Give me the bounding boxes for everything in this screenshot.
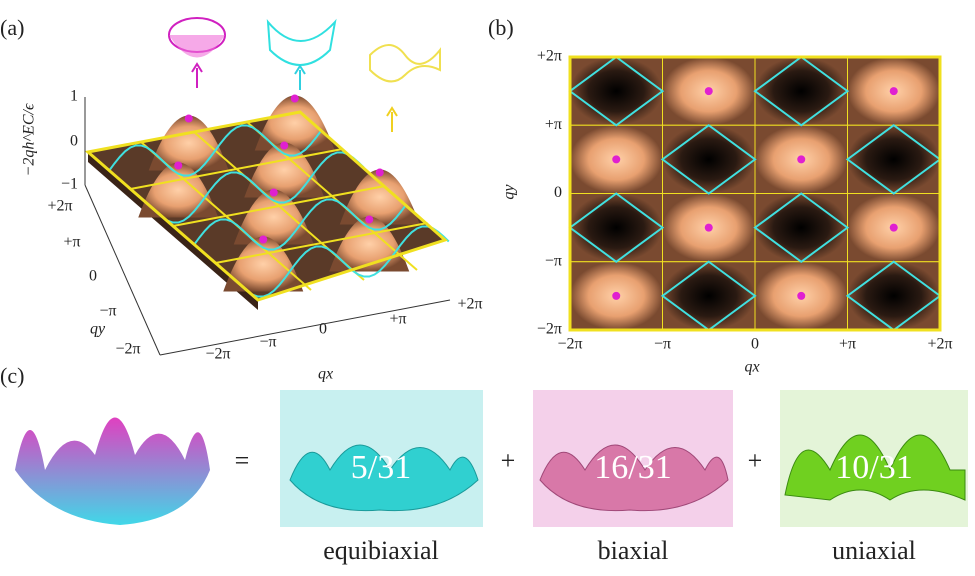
cell [847,124,941,194]
grid-line [172,185,386,227]
z-label: −2qh^EC/ϵ [21,103,38,176]
y-tick-label: 0 [89,268,97,285]
combined-surface [15,417,210,525]
x-tick-label: +2π [457,296,482,313]
cell [662,124,756,194]
y-label: qy [501,184,518,200]
peak-dot [365,215,374,224]
contour [568,192,665,263]
z-tick-label: 0 [70,133,78,150]
contour [193,198,408,251]
cell [569,56,663,126]
y-tick-label: −2π [115,341,140,358]
peak-dot [184,114,193,123]
operator: = [235,446,250,475]
peak-dot [174,161,183,170]
y-tick-label: +2π [47,198,72,215]
peak-dot [259,235,268,244]
operator: + [501,446,516,475]
peak-dot [704,87,713,96]
x-axis [159,299,451,356]
frame [568,55,942,332]
peak-dot [704,223,713,232]
x-tick-label: −π [654,336,671,353]
fraction: 10/31 [835,449,912,486]
peak-dot [612,155,621,164]
contour [236,225,450,298]
peak-dot [889,87,898,96]
x-label: qx [318,366,333,383]
panel-label: (a) [0,15,24,40]
y-tick-label: −π [545,252,562,269]
x-tick-label: 0 [751,336,759,353]
y-tick-label: +π [63,234,80,251]
contour [568,55,665,127]
y-tick-label: 0 [554,184,562,201]
peak-dot [290,94,299,103]
x-tick-label: +2π [927,336,952,353]
contour [753,55,850,127]
surface [539,444,729,512]
contour [108,124,323,177]
x-tick-label: +π [839,336,856,353]
x-tick-label: −2π [557,336,582,353]
cell [754,193,848,263]
contour [845,124,942,195]
cell [662,261,756,331]
operator: + [748,446,763,475]
bump [254,95,335,151]
peak-dot [375,168,384,177]
icons [168,17,441,132]
y-tick-label: +2π [537,48,562,65]
fraction: 5/31 [351,449,411,486]
y-label: qy [90,321,106,338]
y-tick-label: +π [545,116,562,133]
z-tick-label: −1 [61,176,78,193]
surface-3d [84,94,450,310]
peak-dot [797,291,806,300]
panel-label: (c) [0,363,24,388]
y-tick-label: −π [99,303,116,320]
surface [784,434,966,501]
y-tick-label: −2π [537,321,562,338]
peak-dot [797,155,806,164]
y-axis [84,184,161,356]
x-tick-label: −2π [205,346,230,363]
term-name: uniaxial [832,536,916,565]
peak-dot [612,291,621,300]
term-name: equibiaxial [323,536,439,565]
peak-dot [889,223,898,232]
contour [660,124,757,195]
x-tick-label: 0 [319,321,327,338]
x-tick-label: +π [389,311,406,328]
cell [754,56,848,126]
panel-label: (b) [488,15,514,40]
x-label: qx [744,359,759,376]
peak-dot [269,188,278,197]
term-name: biaxial [598,536,669,565]
cell [569,193,663,263]
surface [289,444,479,512]
grid-line [215,222,428,264]
fraction: 16/31 [594,449,671,486]
peak-dot [280,141,289,150]
heatmap [568,55,942,332]
x-tick-label: −π [259,334,276,351]
bump [339,169,420,225]
z-tick-label: 1 [70,88,78,105]
bump [148,115,229,171]
cell [847,261,941,331]
contour [151,151,365,224]
contour [753,192,850,263]
